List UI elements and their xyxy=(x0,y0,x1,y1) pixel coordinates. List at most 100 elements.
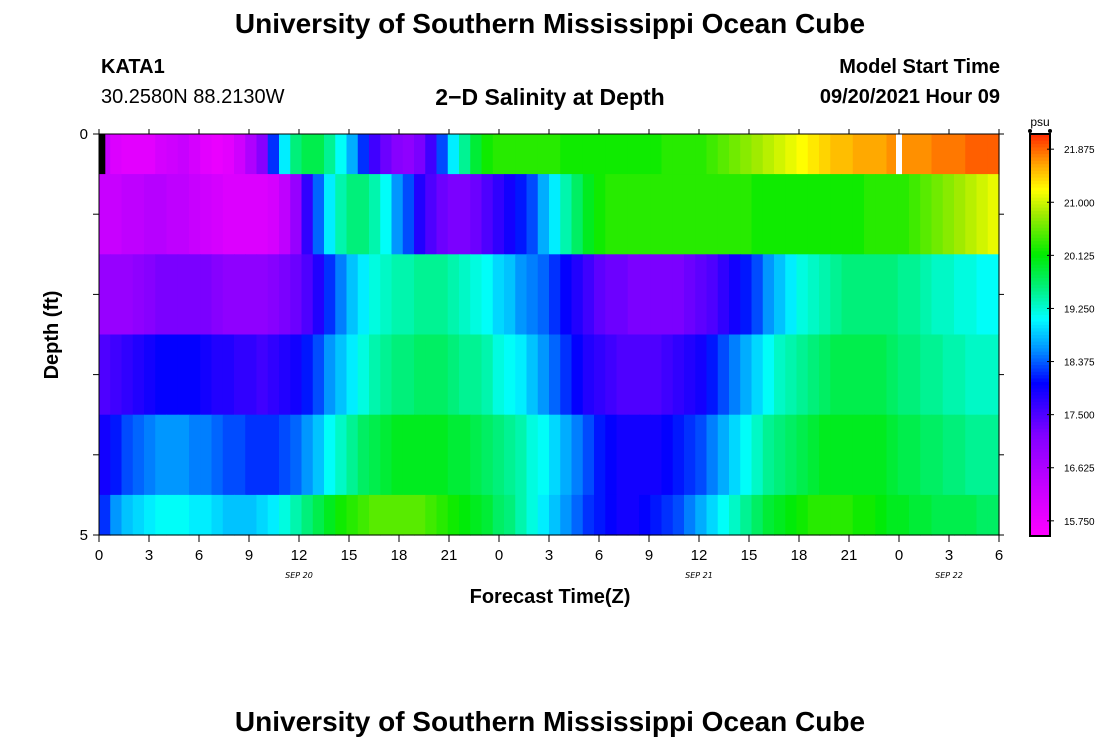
heatmap-cell xyxy=(245,174,258,255)
heatmap-cell xyxy=(954,334,966,416)
colorbar-segment xyxy=(1030,525,1050,530)
heatmap-cell xyxy=(740,414,753,496)
heatmap-cell xyxy=(650,334,663,416)
heatmap-cell xyxy=(751,334,764,416)
heatmap-cell xyxy=(582,494,595,536)
heatmap-cell xyxy=(380,254,393,336)
heatmap-cell xyxy=(560,334,573,416)
heatmap-cell xyxy=(369,254,381,336)
heatmap-cell xyxy=(537,334,550,416)
heatmap-cell xyxy=(819,134,831,175)
heatmap-cell xyxy=(931,134,944,175)
colorbar-segment xyxy=(1030,365,1050,369)
station-coordinates: 30.2580N 88.2130W xyxy=(101,86,285,108)
heatmap-cell xyxy=(222,494,235,536)
heatmap-cell xyxy=(695,494,708,536)
heatmap-cell xyxy=(819,414,831,496)
heatmap-cell xyxy=(852,254,865,336)
heatmap-cell xyxy=(537,174,550,255)
heatmap-cell xyxy=(774,414,786,496)
colorbar-segment xyxy=(1030,147,1050,152)
heatmap-cell xyxy=(537,494,550,536)
heatmap-cell xyxy=(425,174,438,255)
heatmap-cell xyxy=(560,174,573,255)
heatmap-cell xyxy=(695,254,708,336)
heatmap-cell xyxy=(830,134,843,175)
heatmap-cell xyxy=(537,134,550,175)
colorbar-segment xyxy=(1030,331,1050,336)
heatmap-cell xyxy=(762,494,775,536)
heatmap-cell xyxy=(177,414,190,496)
heatmap-cell xyxy=(144,134,156,175)
heatmap-cell xyxy=(177,174,190,255)
heatmap-cell xyxy=(301,254,314,336)
colorbar-segment xyxy=(1030,268,1050,272)
heatmap-cell xyxy=(852,494,865,536)
heatmap-cell xyxy=(459,494,471,536)
heatmap-cell xyxy=(807,334,820,416)
heatmap-cell xyxy=(954,254,966,336)
heatmap-cell xyxy=(526,414,539,496)
colorbar-segment xyxy=(1030,170,1050,175)
heatmap-cell xyxy=(234,254,246,336)
heatmap-cell xyxy=(470,334,483,416)
heatmap-cell xyxy=(222,174,235,255)
heatmap-cell xyxy=(447,334,460,416)
heatmap-cell xyxy=(402,334,415,416)
colorbar-segment xyxy=(1030,505,1050,510)
heatmap-cell xyxy=(357,134,370,175)
x-tick-label: 6 xyxy=(995,547,1003,564)
heatmap-cell xyxy=(729,494,741,536)
heatmap-cell xyxy=(459,254,471,336)
heatmap-cell xyxy=(909,334,921,416)
heatmap-cell xyxy=(661,414,674,496)
heatmap-cell xyxy=(177,334,190,416)
colorbar-segment xyxy=(1030,177,1050,182)
heatmap-cell xyxy=(425,494,438,536)
heatmap-cell xyxy=(594,174,606,255)
heatmap-cell xyxy=(515,334,528,416)
heatmap-cell xyxy=(346,174,359,255)
colorbar-segment xyxy=(1030,495,1050,500)
heatmap-cell xyxy=(391,174,404,255)
heatmap-cell xyxy=(357,334,370,416)
colorbar-segment xyxy=(1030,532,1050,537)
colorbar-tick-label: 15.750 xyxy=(1064,517,1095,528)
heatmap-cell xyxy=(481,334,494,416)
heatmap-cell xyxy=(594,334,606,416)
x-tick-label: 0 xyxy=(895,547,903,564)
heatmap-cell xyxy=(200,414,213,496)
heatmap-cell xyxy=(627,494,640,536)
colorbar-segment xyxy=(1030,144,1050,148)
colorbar-units-label: psu xyxy=(1030,115,1049,129)
y-tick-label: 0 xyxy=(80,126,88,143)
heatmap-cell xyxy=(639,494,651,536)
heatmap-cell xyxy=(110,174,123,255)
heatmap-cell xyxy=(166,334,179,416)
colorbar-segment xyxy=(1030,432,1050,436)
heatmap-cell xyxy=(110,414,123,496)
heatmap-cell xyxy=(684,254,696,336)
heatmap-cell xyxy=(492,254,505,336)
colorbar-segment xyxy=(1030,381,1050,386)
colorbar-segment xyxy=(1030,154,1050,158)
heatmap-cell xyxy=(166,174,179,255)
colorbar-segment xyxy=(1030,140,1050,145)
colorbar-segment xyxy=(1030,298,1050,302)
heatmap-cell xyxy=(526,254,539,336)
heatmap-cell xyxy=(447,414,460,496)
heatmap-cell xyxy=(256,134,269,175)
heatmap-cell xyxy=(774,494,786,536)
heatmap-cell xyxy=(740,254,753,336)
colorbar-segment xyxy=(1030,502,1050,507)
colorbar-segment xyxy=(1030,465,1050,470)
model-start-label: Model Start Time xyxy=(839,56,1000,78)
heatmap-cell xyxy=(717,174,730,255)
heatmap-cell xyxy=(189,494,201,536)
heatmap-cell xyxy=(470,134,483,175)
heatmap-cell xyxy=(672,174,685,255)
heatmap-cell xyxy=(864,334,876,416)
heatmap-cell xyxy=(695,414,708,496)
heatmap-cell xyxy=(549,334,561,416)
heatmap-cell xyxy=(425,414,438,496)
